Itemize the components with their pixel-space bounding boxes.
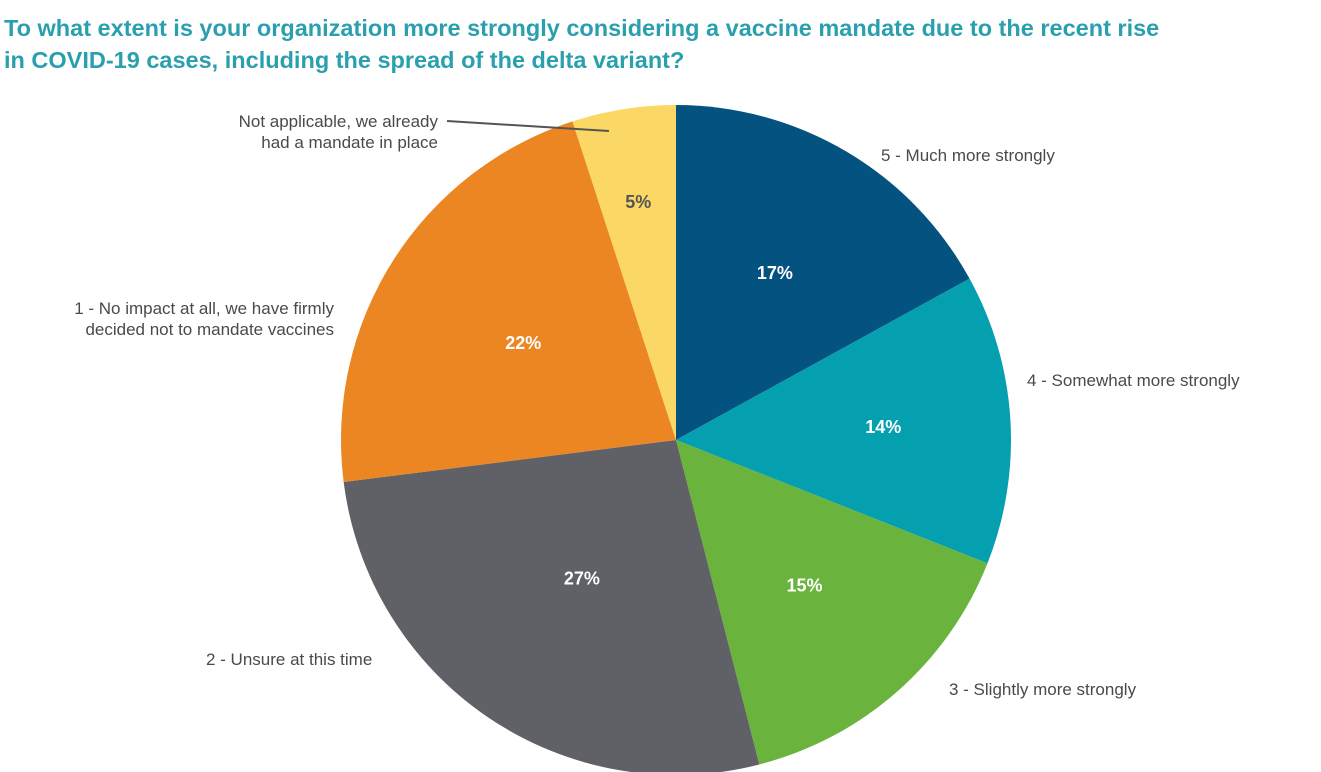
pie-slice-somewhat-more xyxy=(676,278,1012,564)
slice-category-label-somewhat-more: 4 - Somewhat more strongly xyxy=(1027,371,1240,390)
pie-slice-no-impact xyxy=(340,121,676,482)
leader-line-not-applicable xyxy=(446,120,610,132)
slice-value-label-unsure: 27% xyxy=(564,569,600,589)
slice-category-label-unsure: 2 - Unsure at this time xyxy=(206,650,372,669)
slice-category-label-much-more: 5 - Much more strongly xyxy=(881,146,1055,165)
slice-category-label-not-applicable: Not applicable, we already had a mandate … xyxy=(239,112,439,152)
category-labels: 5 - Much more strongly 4 - Somewhat more … xyxy=(74,112,1240,699)
pie-slice-much-more xyxy=(676,105,970,440)
pie-slices xyxy=(340,105,1012,772)
slice-category-label-no-impact: 1 - No impact at all, we have firmly deci… xyxy=(74,299,334,339)
pie-slice-not-applicable xyxy=(572,105,676,440)
slice-value-label-slightly-more: 15% xyxy=(786,576,822,596)
chart-title: To what extent is your organization more… xyxy=(4,15,1160,73)
percentage-labels: 17% 14% 15% 27% 22% 5% xyxy=(505,192,901,596)
slice-value-label-not-applicable: 5% xyxy=(625,192,651,212)
slice-value-label-no-impact: 22% xyxy=(505,333,541,353)
slice-category-label-slightly-more: 3 - Slightly more strongly xyxy=(949,680,1137,699)
slice-value-label-much-more: 17% xyxy=(757,263,793,283)
pie-slice-unsure xyxy=(343,440,760,772)
slice-value-label-somewhat-more: 14% xyxy=(865,417,901,437)
pie-slice-slightly-more xyxy=(676,440,988,765)
